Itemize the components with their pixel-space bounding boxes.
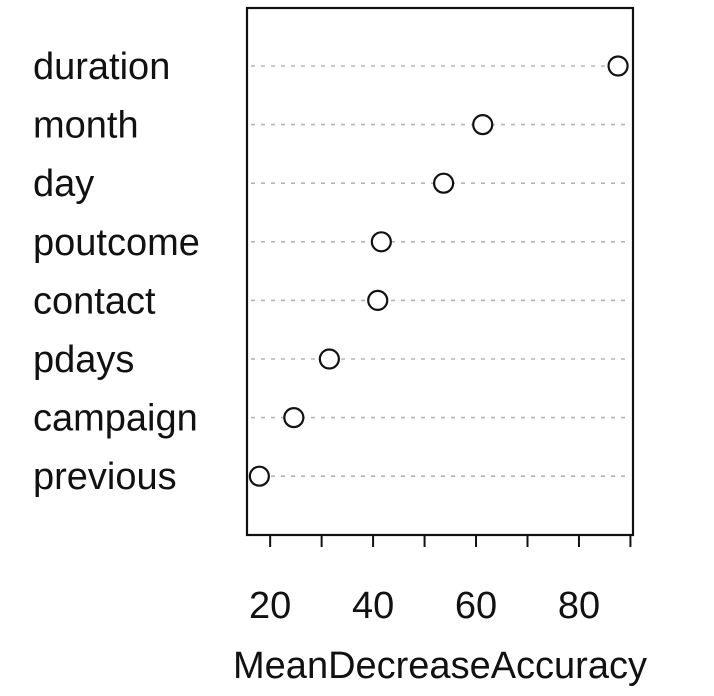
frame-layer	[245, 6, 635, 537]
x-tick-label-40: 40	[352, 585, 394, 627]
category-label-pdays: pdays	[33, 339, 134, 381]
data-point-poutcome	[370, 231, 392, 253]
data-point-month	[472, 113, 494, 136]
tick-layer: 20 40 60 80	[249, 535, 632, 627]
x-tick-label-80: 80	[558, 585, 600, 627]
data-point-contact	[367, 289, 389, 311]
grid-layer	[251, 65, 629, 478]
x-axis-title: MeanDecreaseAccuracy	[233, 645, 647, 687]
category-label-duration: duration	[33, 46, 170, 88]
data-point-duration	[607, 55, 629, 77]
x-tick-label-60: 60	[455, 585, 497, 627]
category-label-day: day	[33, 163, 94, 205]
category-label-previous: previous	[33, 456, 177, 498]
category-label-campaign: campaign	[33, 398, 198, 440]
marker-layer	[248, 55, 629, 487]
category-label-month: month	[33, 105, 139, 147]
data-point-previous	[248, 465, 270, 487]
x-tick-label-20: 20	[249, 585, 291, 627]
data-point-day	[433, 172, 455, 194]
category-label-poutcome: poutcome	[33, 222, 200, 264]
category-label-contact: contact	[33, 280, 156, 322]
data-point-campaign	[283, 407, 305, 429]
data-point-pdays	[318, 348, 340, 370]
plot-frame	[245, 6, 635, 537]
label-layer: duration month day poutcome contact pdays camp…	[33, 46, 200, 498]
